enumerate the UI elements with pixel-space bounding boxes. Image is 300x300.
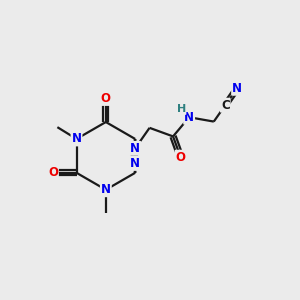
Text: N: N [101,183,111,196]
Text: O: O [48,166,58,179]
Text: N: N [232,82,242,95]
Text: N: N [130,142,140,155]
Text: O: O [101,92,111,105]
Text: N: N [130,157,140,170]
Text: O: O [176,151,186,164]
Text: C: C [221,99,230,112]
Text: H: H [177,104,186,114]
Text: N: N [71,133,82,146]
Text: N: N [184,111,194,124]
